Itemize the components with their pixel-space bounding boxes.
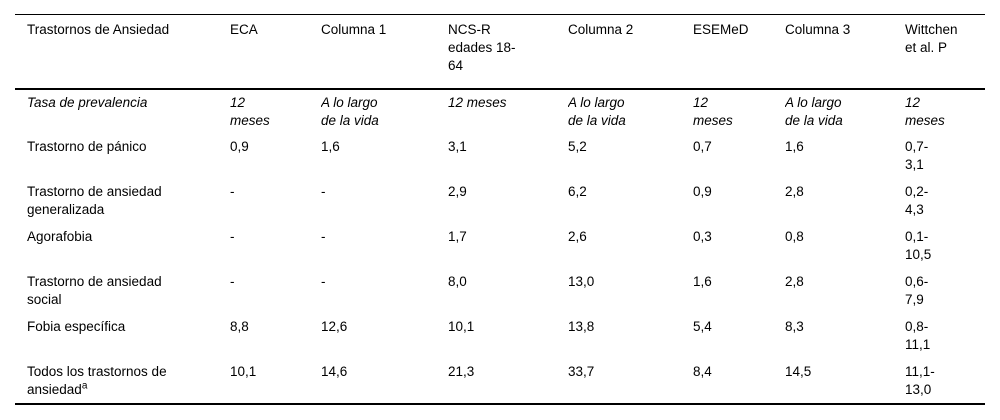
value-cell: - xyxy=(321,183,326,199)
value-cell: 5,4 xyxy=(693,318,712,334)
column-header: Trastornos de Ansiedad xyxy=(15,14,230,90)
subheader-cell: 12 meses xyxy=(448,94,507,110)
value-cell: 13,8 xyxy=(568,318,595,334)
value-cell: 8,3 xyxy=(785,318,804,334)
value-cell: 8,4 xyxy=(693,363,712,379)
value-cell: 2,9 xyxy=(448,183,467,199)
value-cell: 1,7 xyxy=(448,228,467,244)
column-header: ECA xyxy=(230,14,321,90)
value-cell: 3,1 xyxy=(448,138,467,154)
value-cell: 0,1- 10,5 xyxy=(905,228,932,262)
value-cell: 10,1 xyxy=(448,318,475,334)
value-cell: 14,6 xyxy=(321,363,348,379)
subheader-cell: A lo largo de la vida xyxy=(321,94,379,128)
table-row: Todos los trastornos de ansiedada 10,1 14,… xyxy=(15,359,985,404)
value-cell: 0,8 xyxy=(785,228,804,244)
subheader-cell: 12 meses xyxy=(693,94,733,128)
subheader-cell: 12 meses xyxy=(230,94,270,128)
value-cell: 5,2 xyxy=(568,138,587,154)
value-cell: 2,6 xyxy=(568,228,587,244)
value-cell: 2,8 xyxy=(785,273,804,289)
column-header: NCS-R edades 18- 64 xyxy=(448,14,568,90)
value-cell: 0,7- 3,1 xyxy=(905,138,929,172)
value-cell: 0,2- 4,3 xyxy=(905,183,929,217)
value-cell: 33,7 xyxy=(568,363,595,379)
row-label: Trastorno de pánico xyxy=(27,138,147,154)
row-label: Trastorno de ansiedad generalizada xyxy=(27,183,162,217)
value-cell: 13,0 xyxy=(568,273,595,289)
value-cell: 0,9 xyxy=(230,138,249,154)
header-row: Trastornos de Ansiedad ECA Columna 1 NCS-R … xyxy=(15,14,985,90)
value-cell: 8,8 xyxy=(230,318,249,334)
subheader-row: Tasa de prevalencia 12 meses A lo largo de… xyxy=(15,89,985,134)
column-header: Columna 1 xyxy=(321,14,448,90)
table-row: Agorafobia - - 1,7 2,6 0,3 0,8 0,1- 10,5 xyxy=(15,224,985,269)
column-header: Wittchen et al. P xyxy=(905,14,985,90)
value-cell: - xyxy=(321,273,326,289)
row-label: Fobia específica xyxy=(27,318,126,334)
column-header: ESEMeD xyxy=(693,14,785,90)
value-cell: 8,0 xyxy=(448,273,467,289)
anxiety-prevalence-table: Trastornos de Ansiedad ECA Columna 1 NCS-R … xyxy=(15,14,985,405)
value-cell: 21,3 xyxy=(448,363,475,379)
value-cell: - xyxy=(230,273,235,289)
value-cell: 0,3 xyxy=(693,228,712,244)
subheader-cell: 12 meses xyxy=(905,94,945,128)
table-row: Fobia específica 8,8 12,6 10,1 13,8 5,4 8,3 0,8… xyxy=(15,314,985,359)
value-cell: 0,6- 7,9 xyxy=(905,273,929,307)
subheader-label: Tasa de prevalencia xyxy=(27,94,148,110)
value-cell: 0,9 xyxy=(693,183,712,199)
value-cell: 1,6 xyxy=(693,273,712,289)
value-cell: 1,6 xyxy=(785,138,804,154)
subheader-cell: A lo largo de la vida xyxy=(568,94,626,128)
value-cell: - xyxy=(230,183,235,199)
value-cell: 12,6 xyxy=(321,318,348,334)
row-label: Todos los trastornos de ansiedada xyxy=(27,363,167,397)
table-row: Trastorno de pánico 0,9 1,6 3,1 5,2 0,7 1,6 0,7… xyxy=(15,134,985,179)
value-cell: 14,5 xyxy=(785,363,812,379)
value-cell: 11,1- 13,0 xyxy=(905,363,935,397)
row-label: Trastorno de ansiedad social xyxy=(27,273,162,307)
value-cell: 0,8- 11,1 xyxy=(905,318,931,352)
value-cell: 6,2 xyxy=(568,183,587,199)
row-label: Agorafobia xyxy=(27,228,93,244)
subheader-cell: A lo largo de la vida xyxy=(785,94,843,128)
table-row: Trastorno de ansiedad social - - 8,0 13,0 1,6… xyxy=(15,269,985,314)
value-cell: 0,7 xyxy=(693,138,712,154)
column-header: Columna 2 xyxy=(568,14,693,90)
value-cell: 2,8 xyxy=(785,183,804,199)
value-cell: 1,6 xyxy=(321,138,340,154)
column-header: Columna 3 xyxy=(785,14,905,90)
table-row: Trastorno de ansiedad generalizada - - 2,9 6… xyxy=(15,179,985,224)
value-cell: - xyxy=(230,228,235,244)
value-cell: 10,1 xyxy=(230,363,257,379)
value-cell: - xyxy=(321,228,326,244)
footnote-marker: a xyxy=(81,380,88,391)
